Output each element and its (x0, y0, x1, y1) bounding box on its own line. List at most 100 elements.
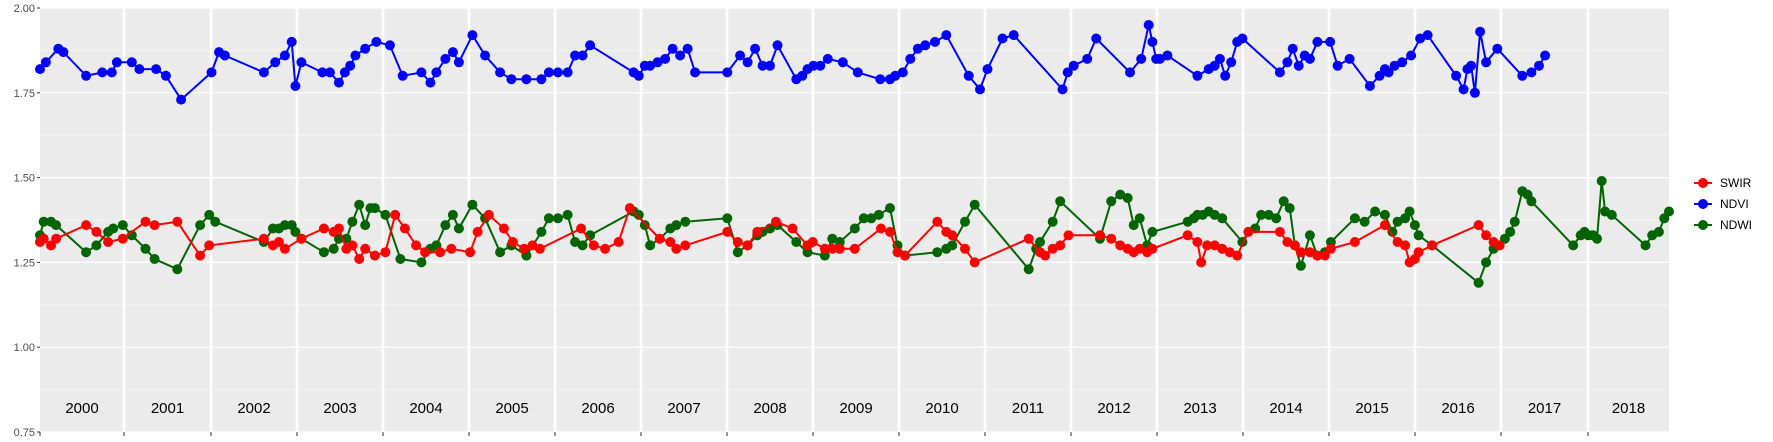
data-point (1008, 30, 1019, 41)
data-point (1143, 20, 1154, 30)
data-point (317, 67, 328, 78)
data-point (1492, 43, 1503, 54)
data-point (752, 226, 763, 237)
data-point (195, 250, 206, 261)
data-point (875, 74, 886, 85)
data-point (822, 53, 833, 64)
data-point (562, 209, 573, 220)
data-point (117, 233, 128, 244)
year-label: 2012 (1097, 400, 1130, 417)
data-point (1282, 237, 1293, 247)
data-point (160, 70, 171, 81)
data-point (866, 213, 877, 224)
data-point (1349, 213, 1360, 224)
data-point (787, 223, 798, 234)
data-point (380, 247, 391, 258)
data-point (1106, 233, 1117, 244)
data-point (495, 67, 506, 78)
data-point (576, 223, 587, 234)
data-point (195, 220, 206, 231)
data-point (1095, 230, 1105, 241)
data-point (667, 43, 678, 54)
data-point (1427, 240, 1438, 251)
data-point (1473, 277, 1484, 288)
data-point (815, 60, 826, 71)
data-point (660, 53, 671, 64)
data-point (286, 36, 297, 47)
data-point (722, 226, 733, 237)
legend-label: SWIR (1720, 176, 1752, 190)
data-point (446, 243, 457, 254)
data-point (1392, 216, 1403, 227)
data-point (111, 57, 122, 68)
data-point (1349, 237, 1360, 247)
data-point (1147, 226, 1158, 237)
data-point (1568, 240, 1579, 251)
data-point (892, 247, 903, 258)
data-point (140, 216, 151, 227)
data-point (1540, 50, 1551, 61)
data-point (1517, 70, 1528, 81)
data-point (1640, 240, 1651, 251)
data-point (360, 43, 371, 54)
data-point (1289, 240, 1300, 251)
year-labels: 2000 2001 2002 2003 2004 2005 2006 2007 2008 2009… (65, 400, 1645, 417)
legend-label: NDWI (1720, 218, 1752, 232)
data-point (339, 67, 350, 78)
data-point (912, 43, 923, 54)
data-point (543, 213, 554, 224)
data-point (1082, 53, 1093, 64)
data-point (1379, 220, 1390, 231)
data-point (982, 64, 993, 75)
data-point (1106, 196, 1117, 207)
data-point (347, 216, 358, 227)
data-point (1451, 70, 1462, 81)
data-point (1237, 33, 1248, 44)
data-point (1406, 50, 1417, 61)
series-ndvi (35, 20, 1551, 105)
year-label: 2004 (409, 400, 442, 417)
data-point (453, 223, 464, 234)
data-point (960, 216, 970, 227)
data-point (1256, 209, 1267, 220)
data-point (897, 67, 908, 78)
data-point (1134, 243, 1145, 254)
data-point (834, 243, 845, 254)
data-point (279, 243, 290, 254)
data-point (1312, 36, 1323, 47)
data-point (932, 247, 943, 258)
data-point (1147, 36, 1158, 47)
year-label: 2003 (323, 400, 356, 417)
data-point (467, 199, 478, 210)
data-point (1370, 206, 1381, 217)
legend-item-swir: SWIR (1694, 176, 1752, 190)
data-point (633, 209, 644, 220)
legend-label: NDVI (1720, 197, 1749, 211)
data-point (507, 237, 518, 247)
data-point (1209, 209, 1220, 220)
data-point (1040, 250, 1051, 261)
data-point (757, 60, 768, 71)
data-point (390, 209, 401, 220)
data-point (562, 67, 573, 78)
data-point (1125, 67, 1135, 78)
data-point (536, 226, 547, 237)
data-point (1182, 230, 1193, 241)
data-point (318, 247, 329, 258)
data-point (1023, 233, 1034, 244)
data-point (1295, 260, 1306, 271)
data-point (722, 67, 733, 78)
data-point (1526, 67, 1537, 78)
data-point (941, 30, 952, 41)
data-point (210, 216, 221, 227)
data-point (1404, 206, 1415, 217)
data-point (106, 67, 117, 78)
year-label: 2006 (581, 400, 614, 417)
data-point (1397, 57, 1408, 68)
year-label: 2005 (495, 400, 528, 417)
data-point (671, 243, 682, 254)
data-point (395, 254, 406, 264)
data-point (1319, 250, 1330, 261)
data-point (1325, 36, 1336, 47)
data-point (930, 36, 940, 47)
